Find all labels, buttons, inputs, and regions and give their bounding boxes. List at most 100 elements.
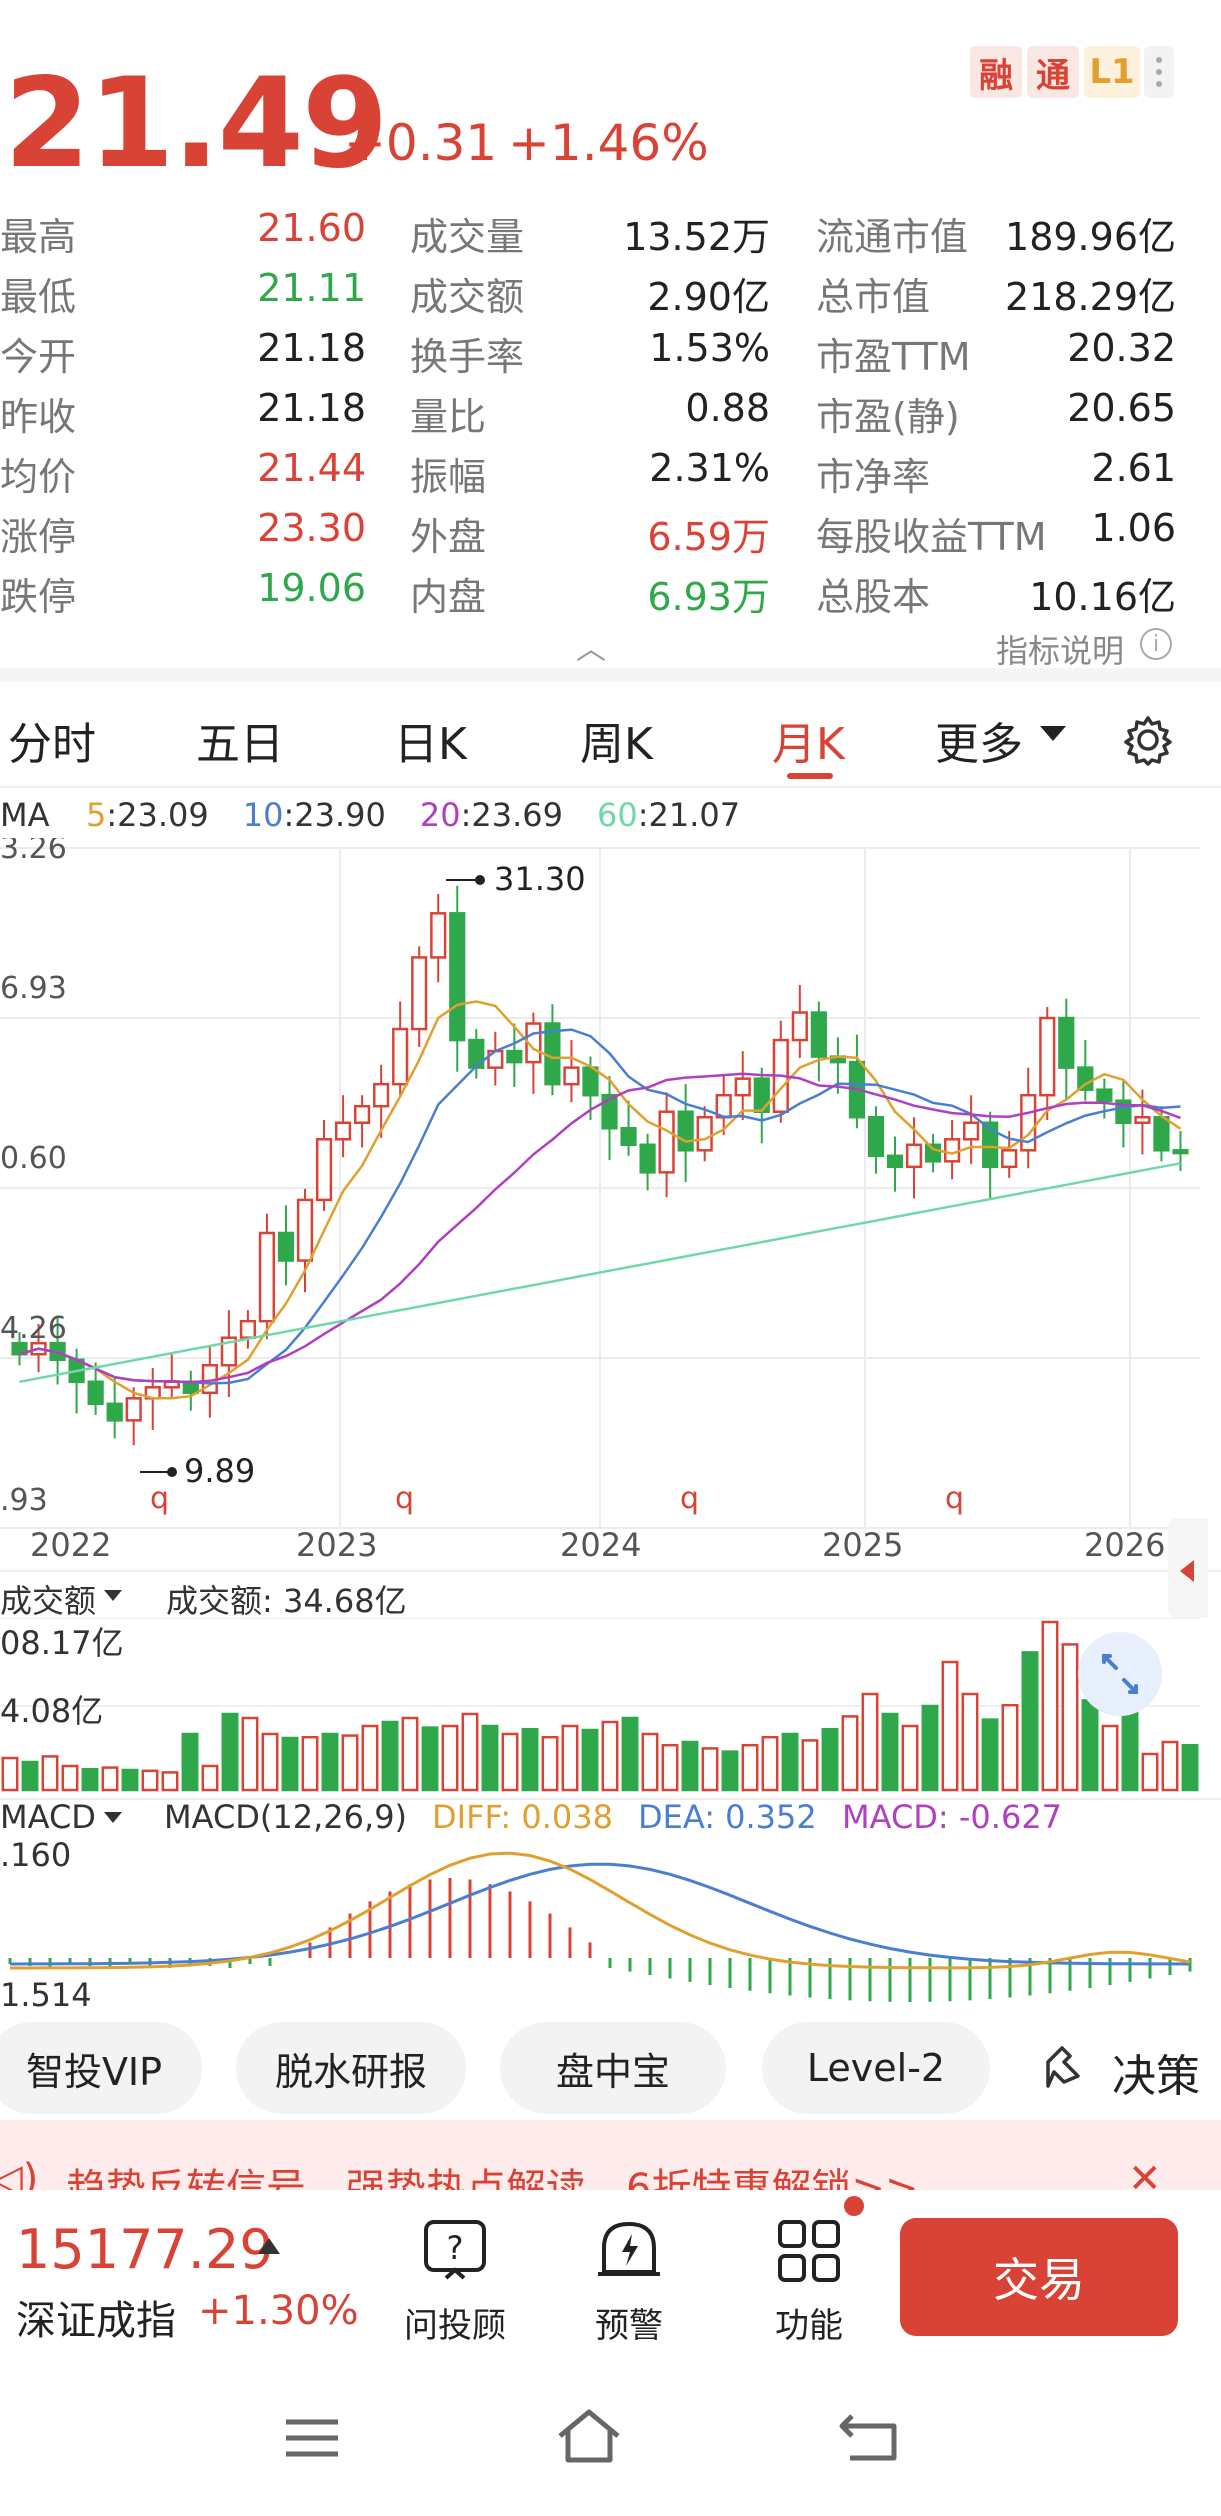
tab-more[interactable]: 更多 [935,719,1023,770]
quote-label: 振幅 [410,455,487,499]
intraday-treasure-button[interactable]: 盘中宝 [500,2022,726,2114]
volume-bar [561,1724,579,1792]
quote-row: 涨停 23.30 外盘 6.59万 每股收益TTM 1.06 [0,506,1221,562]
quote-label: 市净率 [816,455,931,499]
chevron-down-icon[interactable] [104,1812,122,1823]
trade-button[interactable]: 交易 [900,2218,1178,2336]
quote-value: 1.06 [1091,506,1176,550]
diff-line [10,1851,1191,1970]
tab-five-day[interactable]: 五日 [196,719,284,770]
volume-bar [1101,1724,1119,1792]
volume-ymax-label: 08.17亿 [0,1624,124,1662]
volume-bar [981,1718,999,1792]
ma-separator: : [460,796,472,834]
quarter-mark: q [945,1481,964,1516]
volume-bar [421,1726,439,1792]
tab-weekly-k[interactable]: 周K [580,719,653,770]
back-icon[interactable] [838,2408,902,2464]
quote-row: 最低 21.11 成交额 2.90亿 总市值 218.29亿 [0,266,1221,322]
info-icon[interactable]: i [1140,628,1172,660]
macd-chart[interactable] [0,1840,1221,2016]
candle [1134,1115,1151,1124]
tab-daily-k[interactable]: 日K [394,719,467,770]
level2-button[interactable]: Level-2 [762,2022,990,2114]
promo-banner-text[interactable]: 趋势反转信号、强势热点解读，6折特惠解锁>> [66,2166,919,2190]
candle [1039,1016,1056,1097]
price-change: +0.31 [344,114,498,172]
tab-intraday[interactable]: 分时 [8,719,96,770]
quote-value: 20.32 [1067,326,1176,370]
chevron-left-icon[interactable] [1180,1560,1194,1582]
fullscreen-button[interactable] [1078,1632,1162,1716]
quote-label: 市盈(静) [816,395,960,439]
volume-bar [1061,1643,1079,1792]
ma-value: 23.69 [471,796,563,834]
close-icon[interactable]: ✕ [1128,2156,1162,2190]
quarter-mark: q [395,1481,414,1516]
connect-badge[interactable]: 通 [1027,46,1079,98]
nav-advisor-label[interactable]: 问投顾 [404,2306,506,2346]
candle [582,1066,599,1097]
volume-bar [821,1727,839,1792]
nav-alert-label[interactable]: 预警 [595,2306,663,2346]
chevron-up-icon[interactable]: ︿ [576,632,606,667]
candle [943,1138,961,1163]
expand-icon [1102,1654,1138,1694]
candle [258,1231,276,1323]
grid-icon[interactable] [774,2216,844,2286]
ma-legend-item: 10:23.90 [243,796,386,834]
y-axis-label: 0.60 [0,1141,67,1176]
volume-bar [861,1692,879,1792]
gear-icon[interactable] [1122,714,1174,766]
volume-bar [521,1727,539,1792]
volume-bar [581,1728,599,1792]
candle [1058,1016,1075,1069]
volume-chart[interactable] [0,1618,1221,1798]
volume-bar [781,1732,799,1792]
macd-selector[interactable]: MACD [0,1798,96,1836]
volume-bar [321,1732,339,1792]
nav-function-label[interactable]: 功能 [775,2306,843,2346]
chevron-down-icon[interactable] [1040,726,1066,741]
menu-icon[interactable] [284,2416,340,2460]
quote-label: 市盈TTM [816,335,971,379]
question-icon[interactable]: ? [420,2218,490,2284]
promo-banner[interactable] [0,2120,1221,2190]
candle [315,1138,333,1202]
more-icon[interactable] [1144,46,1174,98]
volume-bar [121,1768,139,1792]
volume-selector[interactable]: 成交额 [0,1582,97,1620]
macd-value: MACD: -0.627 [842,1798,1063,1836]
volume-bar [1,1756,19,1792]
decision-icon[interactable] [1040,2042,1086,2092]
quote-label: 成交量 [410,215,525,259]
x-axis-label: 2025 [822,1526,903,1564]
decision-button[interactable]: 决策 [1112,2051,1200,2102]
quarter-mark: q [150,1481,169,1516]
alert-bell-icon[interactable] [594,2216,664,2286]
volume-bar [221,1712,239,1792]
quote-label: 换手率 [410,335,525,379]
kline-chart[interactable]: 3.26 6.93 0.60 4.26 .93 2022 2023 2024 2025 2026 q… [0,838,1221,1568]
level1-badge[interactable]: L1 [1084,46,1140,98]
volume-divider [0,1570,1221,1572]
chevron-down-icon[interactable] [104,1590,122,1601]
home-icon[interactable] [554,2406,624,2466]
index-name[interactable]: 深证成指 [16,2298,176,2344]
volume-bar [841,1715,859,1792]
index-value[interactable]: 15177.29 [16,2218,274,2281]
research-button[interactable]: 脱水研报 [236,2022,466,2114]
vip-button[interactable]: 智投VIP [0,2022,202,2114]
margin-badge[interactable]: 融 [970,46,1022,98]
volume-bar [441,1724,459,1792]
candle [963,1121,980,1141]
quote-value: 20.65 [1067,386,1176,430]
ma-period: 20 [419,796,461,834]
quarter-mark: q [680,1481,699,1516]
volume-value-label: 成交额: 34.68亿 [166,1582,407,1620]
quote-label: 涨停 [0,515,77,559]
candle [563,1066,580,1086]
indicator-note-link[interactable]: 指标说明 [996,632,1125,670]
tab-monthly-k[interactable]: 月K [772,719,845,770]
quote-value: 1.53% [649,326,770,370]
